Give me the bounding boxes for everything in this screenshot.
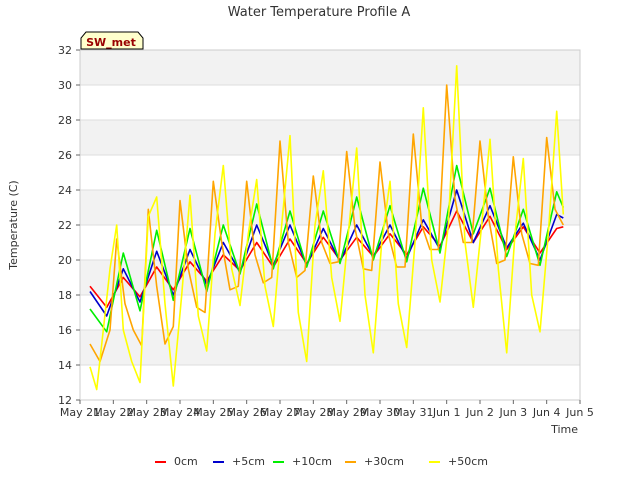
- y-tick-label: 24: [58, 184, 72, 197]
- x-tick-label: May 31: [393, 406, 433, 419]
- series-line-10cm: [89, 164, 565, 333]
- legend-label: +50cm: [448, 455, 488, 468]
- y-tick-label: 32: [58, 44, 72, 57]
- legend-label: +30cm: [364, 455, 404, 468]
- x-tick-label: May 27: [260, 406, 300, 419]
- series-line-30cm: [89, 84, 565, 363]
- y-axis-ticks: 12 14 16 18 20 22 24 26 28 30 32: [58, 44, 80, 407]
- series-line-50cm: [89, 65, 565, 391]
- x-tick-label: Jun 2: [465, 406, 494, 419]
- x-tick-label: Jun 4: [532, 406, 561, 419]
- site-label: SW_met: [86, 36, 136, 49]
- x-tick-label: May 30: [360, 406, 400, 419]
- x-tick-label: May 28: [293, 406, 333, 419]
- y-tick-label: 16: [58, 324, 72, 337]
- plot-band: [80, 190, 580, 225]
- plot-band: [80, 50, 580, 85]
- x-tick-label: May 21: [60, 406, 100, 419]
- x-tick-label: Jun 5: [565, 406, 594, 419]
- y-tick-label: 28: [58, 114, 72, 127]
- x-tick-label: May 25: [193, 406, 233, 419]
- legend-label: +5cm: [232, 455, 265, 468]
- x-axis-label: Time: [550, 423, 578, 436]
- legend-label: +10cm: [292, 455, 332, 468]
- x-tick-label: May 26: [227, 406, 267, 419]
- y-axis-label: Temperature (C): [7, 180, 20, 270]
- plot-band: [80, 295, 580, 330]
- x-tick-label: May 24: [160, 406, 200, 419]
- chart-title: Water Temperature Profile A: [228, 5, 411, 20]
- y-tick-label: 14: [58, 359, 72, 372]
- y-tick-label: 12: [58, 394, 72, 407]
- x-tick-label: May 23: [127, 406, 167, 419]
- legend: 0cm +5cm +10cm +30cm +50cm: [155, 455, 488, 468]
- y-tick-label: 22: [58, 219, 72, 232]
- legend-label: 0cm: [174, 455, 198, 468]
- y-tick-label: 26: [58, 149, 72, 162]
- series-lines: [89, 65, 565, 391]
- plot-band: [80, 155, 580, 190]
- plot-band: [80, 85, 580, 120]
- x-tick-label: Jun 3: [498, 406, 527, 419]
- y-tick-label: 20: [58, 254, 72, 267]
- plot-band: [80, 120, 580, 155]
- x-tick-label: May 22: [93, 406, 133, 419]
- y-tick-label: 18: [58, 289, 72, 302]
- site-label-box: SW_met: [80, 31, 144, 50]
- plot-band: [80, 365, 580, 400]
- x-tick-label: May 29: [327, 406, 367, 419]
- y-tick-label: 30: [58, 79, 72, 92]
- x-tick-label: Jun 1: [432, 406, 461, 419]
- site-label-bg: [80, 31, 144, 50]
